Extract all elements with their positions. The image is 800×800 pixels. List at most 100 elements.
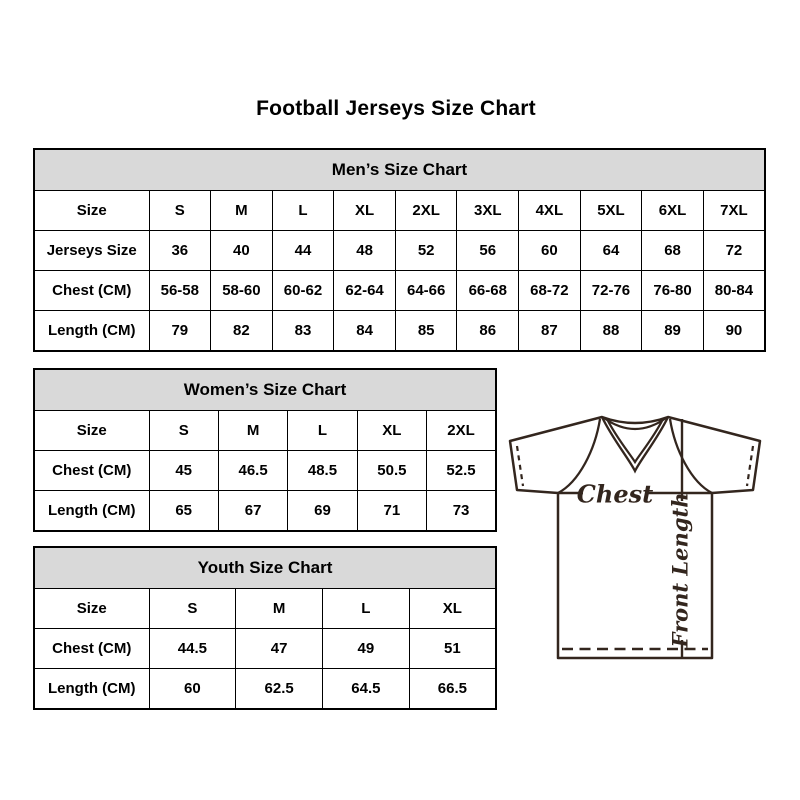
table-title: Youth Size Chart [33, 546, 497, 589]
data-cell: 64-66 [394, 270, 458, 311]
column-header-cell: XL [408, 588, 497, 629]
data-cell: 48.5 [287, 450, 358, 491]
data-cell: 47 [235, 628, 323, 669]
row-header-cell: Length (CM) [33, 490, 150, 532]
column-header-cell: 3XL [456, 190, 520, 231]
data-cell: 66.5 [408, 668, 497, 710]
data-cell: 86 [456, 310, 520, 352]
data-cell: 36 [148, 230, 212, 271]
table-row: Length (CM) 79 82 83 84 85 86 87 88 89 90 [33, 310, 766, 352]
table-title: Women’s Size Chart [33, 368, 497, 411]
table-row: Size S M L XL [33, 588, 497, 629]
youth-size-table: Youth Size Chart Size S M L XL Chest (CM) 44.5… [33, 546, 497, 710]
table-title-row: Men’s Size Chart [33, 148, 766, 191]
left-cuff-stitch-line [515, 445, 525, 487]
column-header-cell: Size [33, 588, 150, 629]
data-cell: 48 [333, 230, 396, 271]
column-header-cell: XL [333, 190, 396, 231]
data-cell: 60 [148, 668, 237, 710]
column-header-cell: 2XL [394, 190, 458, 231]
column-header-cell: M [235, 588, 323, 629]
data-cell: 40 [210, 230, 273, 271]
column-header-cell: L [271, 190, 335, 231]
data-cell: 68-72 [518, 270, 581, 311]
data-cell: 72 [702, 230, 766, 271]
data-cell: 82 [210, 310, 273, 352]
data-cell: 87 [518, 310, 581, 352]
data-cell: 65 [148, 490, 219, 532]
column-header-cell: 4XL [518, 190, 581, 231]
table-title: Men’s Size Chart [33, 148, 766, 191]
column-header-cell: S [148, 190, 212, 231]
column-header-cell: L [287, 410, 358, 451]
data-cell: 83 [271, 310, 335, 352]
data-cell: 51 [408, 628, 497, 669]
table-title-row: Women’s Size Chart [33, 368, 497, 411]
column-header-cell: Size [33, 190, 150, 231]
chest-label: Chest [577, 480, 653, 509]
column-header-cell: Size [33, 410, 150, 451]
data-cell: 79 [148, 310, 212, 352]
table-row: Chest (CM) 45 46.5 48.5 50.5 52.5 [33, 450, 497, 491]
data-cell: 68 [641, 230, 704, 271]
data-cell: 49 [322, 628, 410, 669]
column-header-cell: M [217, 410, 289, 451]
table-row: Jerseys Size 36 40 44 48 52 56 60 64 68 72 [33, 230, 766, 271]
data-cell: 71 [356, 490, 428, 532]
column-header-cell: 2XL [426, 410, 497, 451]
page-title: Football Jerseys Size Chart [256, 97, 536, 120]
row-header-cell: Length (CM) [33, 668, 150, 710]
data-cell: 50.5 [356, 450, 428, 491]
column-header-cell: 5XL [579, 190, 643, 231]
vneck-outer-line [600, 416, 670, 474]
data-cell: 58-60 [210, 270, 273, 311]
right-cuff-stitch-line [745, 445, 755, 487]
data-cell: 45 [148, 450, 219, 491]
data-cell: 46.5 [217, 450, 289, 491]
mens-size-table: Men’s Size Chart Size S M L XL 2XL 3XL 4XL 5XL 6X… [33, 148, 766, 352]
data-cell: 64.5 [322, 668, 410, 710]
jersey-measurement-diagram: Chest Front Length [508, 415, 762, 660]
data-cell: 62.5 [235, 668, 323, 710]
data-cell: 90 [702, 310, 766, 352]
data-cell: 72-76 [579, 270, 643, 311]
data-cell: 80-84 [702, 270, 766, 311]
data-cell: 67 [217, 490, 289, 532]
front-length-label: Front Length [668, 493, 693, 649]
data-cell: 56 [456, 230, 520, 271]
column-header-cell: S [148, 410, 219, 451]
column-header-cell: 6XL [641, 190, 704, 231]
data-cell: 60-62 [271, 270, 335, 311]
row-header-cell: Chest (CM) [33, 450, 150, 491]
data-cell: 56-58 [148, 270, 212, 311]
data-cell: 52.5 [426, 450, 497, 491]
data-cell: 84 [333, 310, 396, 352]
data-cell: 85 [394, 310, 458, 352]
left-armhole-seam [557, 418, 602, 495]
vneck-inner-line [606, 418, 664, 465]
data-cell: 62-64 [333, 270, 396, 311]
table-row: Chest (CM) 56-58 58-60 60-62 62-64 64-66 66-68… [33, 270, 766, 311]
column-header-cell: M [210, 190, 273, 231]
data-cell: 76-80 [641, 270, 704, 311]
data-cell: 88 [579, 310, 643, 352]
data-cell: 73 [426, 490, 497, 532]
table-row: Length (CM) 60 62.5 64.5 66.5 [33, 668, 497, 710]
womens-size-table: Women’s Size Chart Size S M L XL 2XL Chest (CM… [33, 368, 497, 532]
table-title-row: Youth Size Chart [33, 546, 497, 589]
table-row: Size S M L XL 2XL 3XL 4XL 5XL 6XL 7XL [33, 190, 766, 231]
data-cell: 89 [641, 310, 704, 352]
column-header-cell: S [148, 588, 237, 629]
data-cell: 60 [518, 230, 581, 271]
column-header-cell: L [322, 588, 410, 629]
data-cell: 52 [394, 230, 458, 271]
column-header-cell: XL [356, 410, 428, 451]
column-header-cell: 7XL [702, 190, 766, 231]
row-header-cell: Chest (CM) [33, 270, 150, 311]
data-cell: 44 [271, 230, 335, 271]
data-cell: 66-68 [456, 270, 520, 311]
row-header-cell: Length (CM) [33, 310, 150, 352]
row-header-cell: Jerseys Size [33, 230, 150, 271]
row-header-cell: Chest (CM) [33, 628, 150, 669]
data-cell: 44.5 [148, 628, 237, 669]
